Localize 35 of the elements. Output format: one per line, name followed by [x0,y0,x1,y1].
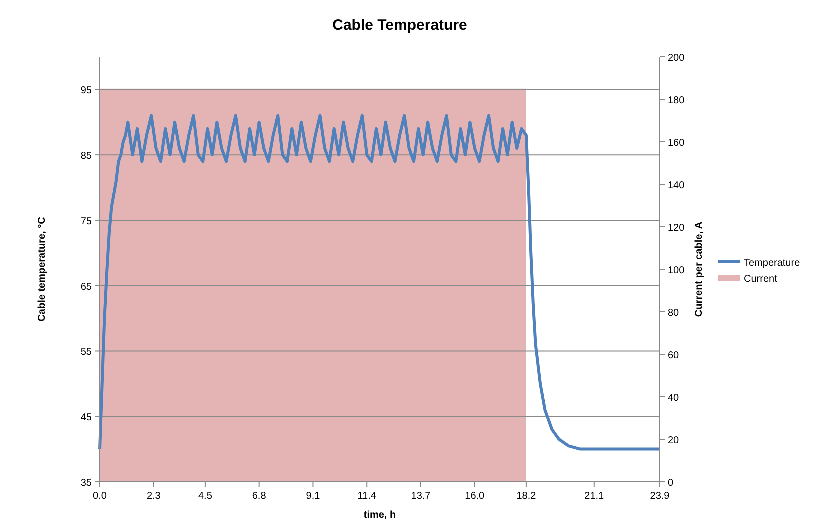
y2-tick-label: 0 [668,478,674,489]
y2-tick-label: 180 [668,96,686,106]
chart-title: Cable Temperature [332,17,468,34]
x-tick-label: 13.7 [411,491,432,502]
y2-tick-label: 100 [668,266,686,276]
y2-tick-label: 200 [668,53,686,64]
x-tick-label: 18.2 [516,491,537,502]
x-tick-label: 11.4 [358,491,377,502]
y2-tick-label: 20 [668,436,680,446]
x-tick-label: 2.3 [146,491,162,502]
y-tick-label: 35 [80,478,92,489]
x-axis-title: time, h [364,510,396,521]
y2-tick-label: 120 [668,223,686,234]
x-tick-label: 0.0 [93,491,108,502]
x-tick-label: 16.0 [465,491,486,502]
y-tick-label: 55 [80,347,92,358]
x-tick-label: 4.5 [198,491,213,502]
y2-tick-label: 140 [668,180,686,192]
y2-axis-title: Current per cable, A [694,222,705,318]
y-tick-label: 75 [80,216,92,228]
y-tick-label: 85 [80,151,92,162]
y-tick-label: 95 [80,86,92,97]
x-tick-label: 23.9 [650,491,670,502]
legend-label: Current [744,274,778,285]
legend-label: Temperature [744,258,801,269]
y2-tick-label: 60 [668,350,680,362]
x-tick-label: 21.1 [584,491,605,502]
y2-tick-label: 80 [668,308,680,319]
y2-tick-label: 40 [668,393,680,404]
x-tick-label: 9.1 [306,491,321,502]
y-tick-label: 45 [80,412,92,424]
x-tick-label: 6.8 [252,491,267,502]
y-axis-title: Cable temperature, °C [37,217,48,322]
y-tick-label: 65 [80,282,92,293]
y2-tick-label: 160 [668,138,686,149]
